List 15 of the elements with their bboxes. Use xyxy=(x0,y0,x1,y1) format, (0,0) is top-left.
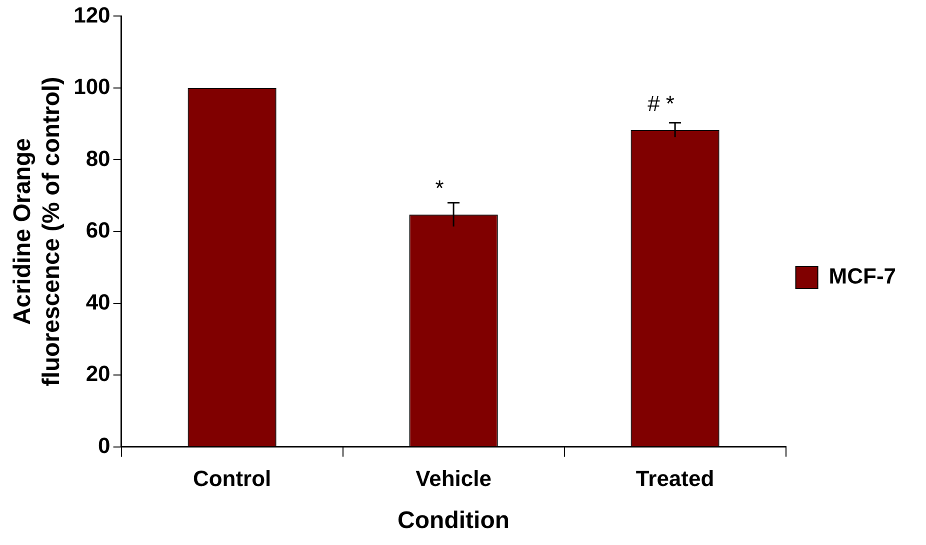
annotation: * xyxy=(435,176,444,201)
legend-label: MCF-7 xyxy=(828,264,896,289)
y-tick-label: 0 xyxy=(98,432,110,458)
y-tick-label: 100 xyxy=(74,74,110,100)
y-tick-label: 80 xyxy=(86,146,110,171)
y-axis-title: Acridine Orange fluorescence (% of control) xyxy=(9,76,65,386)
y-tick-label: 120 xyxy=(74,2,110,28)
y-tick-label: 40 xyxy=(86,289,110,314)
y-tick-label: 60 xyxy=(86,218,110,243)
x-axis-title: Condition xyxy=(398,507,510,534)
y-tick-label: 20 xyxy=(86,361,110,386)
annotation: # * xyxy=(648,91,675,116)
x-tick-label: Treated xyxy=(636,466,714,492)
x-tick-label: Control xyxy=(192,466,272,492)
x-tick-label: Vehicle xyxy=(416,466,492,492)
